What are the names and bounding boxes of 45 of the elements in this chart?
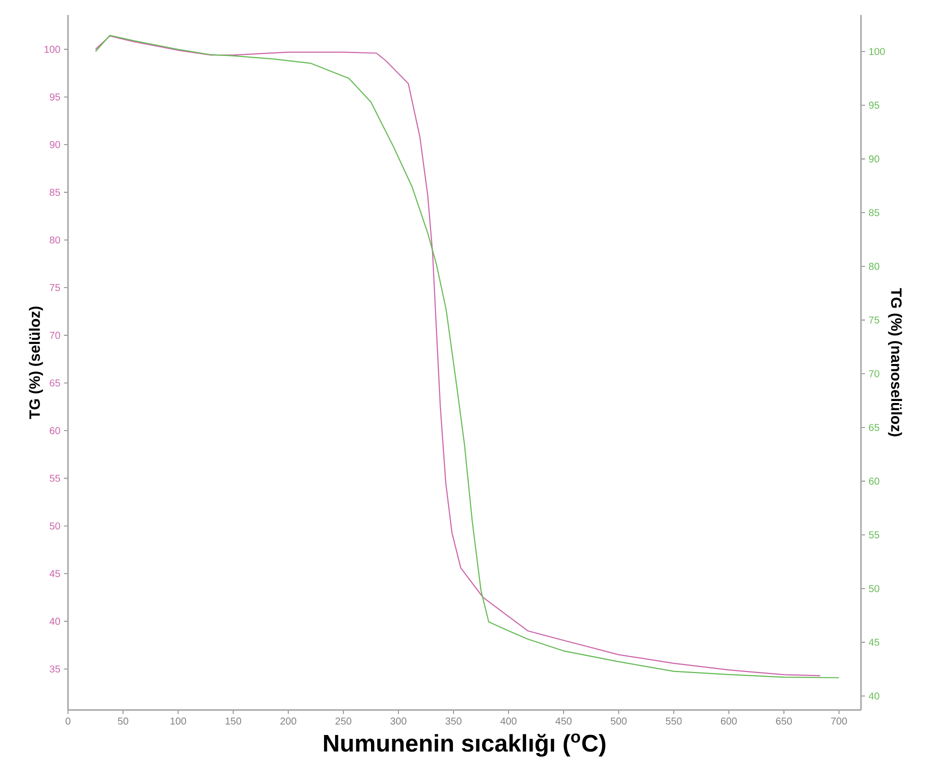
y2-tick-label: 80	[868, 262, 880, 270]
y-tick-label: 70	[50, 332, 60, 339]
x-tick-label: 200	[280, 718, 296, 725]
x-tick-label: 50	[118, 718, 128, 725]
x-tick-label: 400	[500, 718, 517, 725]
y-tick-label: 35	[50, 665, 60, 673]
y2-tick-label: 70	[869, 370, 880, 378]
y2-tick-label: 55	[868, 531, 880, 538]
x-tick-label: 650	[776, 718, 792, 725]
y-tick-label: 80	[50, 236, 60, 244]
y2-tick-label: 40	[868, 692, 880, 700]
y2-tick-label: 45	[868, 638, 880, 646]
y-tick-label: 75	[50, 284, 60, 292]
x-axis-title: Numunenin sıcaklığı ($^{o}$C)	[324, 733, 606, 757]
x-tick-label: 550	[666, 718, 682, 725]
y-tick-label: 50	[50, 522, 60, 530]
x-tick-label: 450	[556, 718, 572, 725]
y-tick-label: 95	[50, 93, 60, 101]
y2-axis-title: TG (%) (nanoselüloz)	[888, 288, 902, 436]
y2-tick-label: 100	[869, 48, 885, 56]
x-tick-label: 100	[170, 718, 186, 725]
y-tick-label: 65	[50, 379, 60, 387]
y-axis-title: TG (%) (selüloz)	[28, 306, 43, 419]
y-tick-label: 90	[50, 141, 60, 148]
x-tick-label: 600	[720, 718, 737, 725]
y-tick-label: 85	[50, 188, 60, 196]
x-tick-label: 0	[66, 718, 70, 725]
y-tick-label: 45	[50, 570, 60, 578]
y-tick-label: 100	[44, 46, 60, 53]
x-tick-label: 300	[390, 718, 406, 725]
y2-tick-label: 90	[869, 155, 880, 162]
x-tick-label: 150	[226, 718, 242, 725]
y-tick-label: 40	[50, 618, 60, 625]
x-tick-label: 700	[831, 718, 847, 725]
y2-tick-label: 50	[868, 585, 880, 592]
y2-tick-label: 85	[868, 209, 880, 216]
x-tick-label: 350	[446, 718, 462, 725]
y2-tick-label: 65	[869, 424, 880, 432]
y2-tick-label: 95	[869, 102, 880, 109]
x-tick-label: 250	[336, 718, 352, 725]
y-tick-label: 60	[50, 427, 60, 434]
y-tick-label: 55	[50, 474, 60, 482]
y2-tick-label: 60	[869, 478, 880, 485]
y2-tick-label: 75	[869, 316, 880, 324]
x-tick-label: 500	[610, 718, 627, 725]
